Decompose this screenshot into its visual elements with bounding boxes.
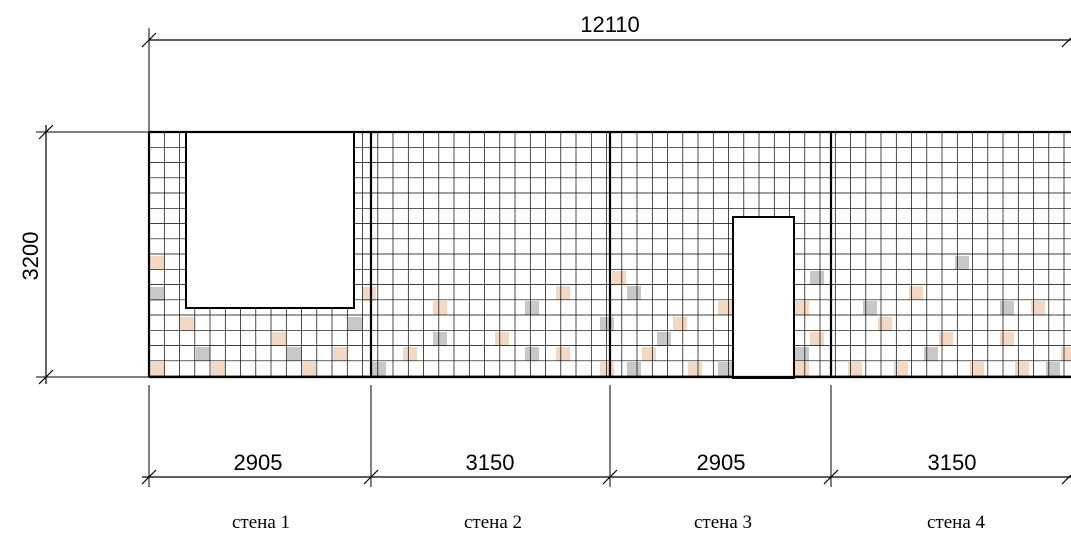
wall-4-label: стена 4 [927,512,986,533]
accent-tile-peach [433,301,447,315]
accent-tile-peach [556,286,570,300]
accent-tile-peach [909,286,923,300]
accent-tile-peach [403,347,417,361]
accent-tile-peach [272,332,286,346]
accent-tile-peach [1015,362,1029,376]
wall-labels: стена 1 стена 2 стена 3 стена 4 [232,512,986,533]
wall-width-dimensions: 2905 3150 2905 3150 [141,385,1071,487]
accent-tile-peach [362,287,376,301]
accent-tile-gray [196,347,210,361]
accent-tiles [150,256,1071,376]
accent-tile-gray [433,332,447,346]
wall-borders [147,130,1071,379]
accent-tile-gray [627,286,641,300]
accent-tile-gray [348,317,362,331]
accent-tile-peach [878,317,892,331]
accent-tile-gray [863,301,877,315]
door-opening [732,216,795,379]
accent-tile-peach [495,332,509,346]
wall-3-width-label: 2905 [697,450,746,475]
overall-length-dimension: 12110 [141,12,1071,132]
accent-tile-peach [970,362,984,376]
accent-tile-gray [718,362,732,376]
accent-tile-peach [810,332,824,346]
wall-2-label: стена 2 [464,512,522,533]
accent-tile-gray [1000,301,1014,315]
accent-tile-peach [612,271,626,285]
accent-tile-peach [795,362,809,376]
accent-tile-gray [150,287,164,301]
height-label: 3200 [18,232,43,281]
accent-tile-peach [1031,301,1045,315]
accent-tile-peach [333,347,347,361]
accent-tile-peach [795,301,809,315]
overall-length-label: 12110 [580,12,640,37]
accent-tile-gray [600,317,614,331]
accent-tile-peach [600,362,614,376]
accent-tile-gray [924,347,938,361]
accent-tile-gray [795,347,809,361]
accent-tile-peach [556,347,570,361]
accent-tile-peach [302,362,316,376]
accent-tile-peach [673,317,687,331]
accent-tile-peach [642,347,656,361]
accent-tile-gray [1046,362,1060,376]
accent-tile-peach [939,332,953,346]
accent-tile-peach [688,362,702,376]
accent-tile-gray [627,362,641,376]
accent-tile-peach [211,362,225,376]
accent-tile-gray [525,301,539,315]
accent-tile-peach [894,362,908,376]
accent-tile-gray [287,347,301,361]
height-dimension: 3200 [18,124,149,385]
wall-1-width-label: 2905 [234,450,283,475]
accent-tile-peach [180,317,194,331]
wall-2-width-label: 3150 [466,450,515,475]
accent-tile-gray [657,332,671,346]
wall-3-label: стена 3 [694,512,752,533]
accent-tile-gray [955,256,969,270]
accent-tile-peach [150,256,164,270]
accent-tile-peach [150,362,164,376]
accent-tile-gray [372,362,386,376]
window-opening [185,131,355,309]
wall-1-label: стена 1 [232,512,290,533]
wall-4-width-label: 3150 [928,450,977,475]
accent-tile-peach [848,362,862,376]
accent-tile-peach [1061,347,1071,361]
accent-tile-gray [525,347,539,361]
accent-tile-peach [1000,332,1014,346]
accent-tile-gray [810,271,824,285]
accent-tile-peach [718,301,732,315]
